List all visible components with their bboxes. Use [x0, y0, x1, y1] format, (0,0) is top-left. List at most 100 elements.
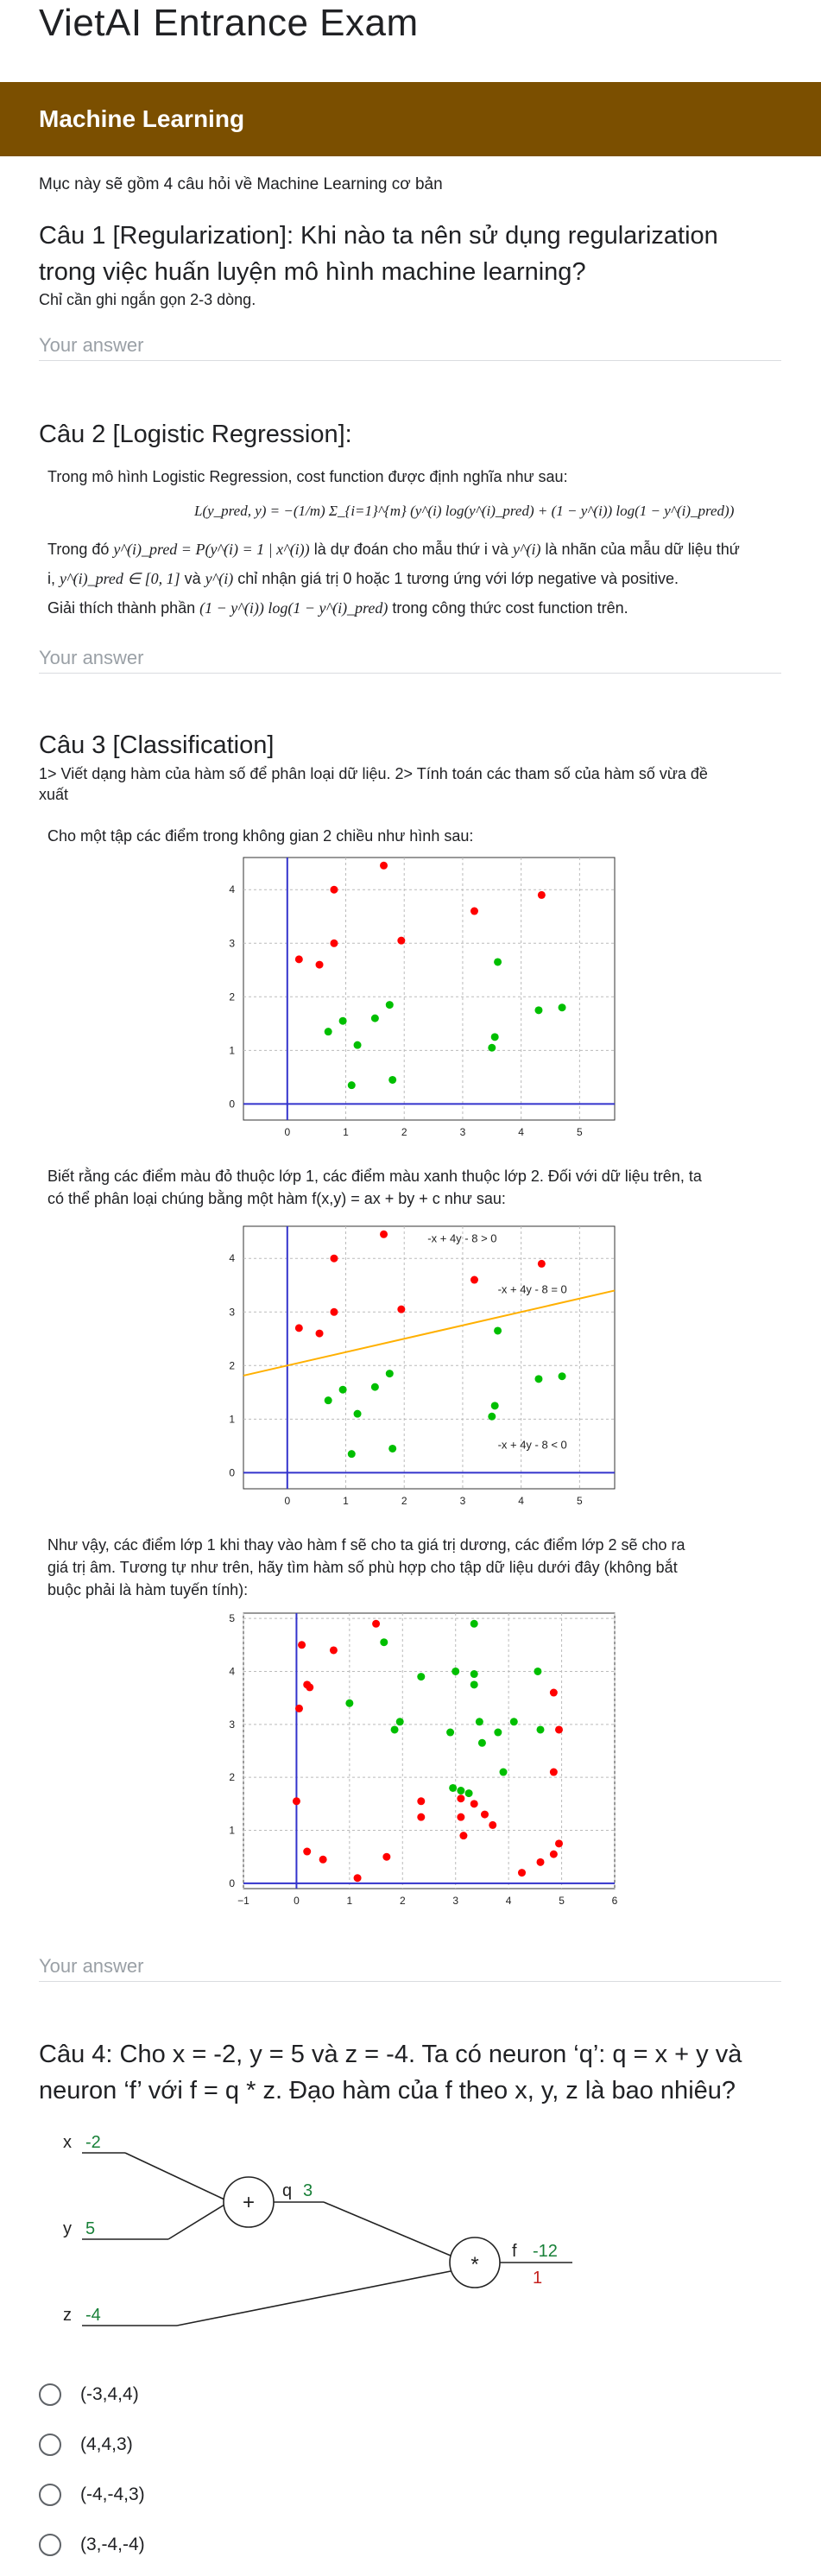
- q2-answer-input[interactable]: Your answer: [39, 647, 144, 668]
- y-tick-label: 2: [229, 991, 235, 1003]
- y-tick-label: 1: [229, 1825, 235, 1837]
- green-data-point: [388, 1075, 397, 1084]
- y-tick-label: 1: [229, 1413, 235, 1425]
- boundary-annotation: -x + 4y - 8 > 0: [427, 1232, 496, 1245]
- red-data-point: [292, 1797, 300, 1806]
- q2-definition-line1: Trong đó y^(i)_pred = P(y^(i) = 1 | x^(i…: [47, 537, 740, 561]
- red-data-point: [330, 1254, 338, 1263]
- q2-line2a: i,: [47, 570, 55, 587]
- z-value: -4: [85, 2306, 101, 2325]
- green-data-point: [490, 1033, 499, 1041]
- plot-frame: [243, 1612, 616, 1889]
- green-data-point: [558, 1003, 566, 1012]
- red-data-point: [294, 1324, 303, 1332]
- computational-graph: + q 3 * f -12 1 x -2 y 5 z -4: [63, 2133, 572, 2326]
- x-tick-label: 1: [347, 1895, 353, 1907]
- scatter-chart-2-with-boundary: 0 1 2 3 4 5 0 1 2 3 4 -x + 4y - 8 > 0 -x + 4y - 8 = …: [229, 1225, 616, 1507]
- green-data-point: [494, 1728, 502, 1737]
- y-tick-label: 0: [229, 1098, 235, 1110]
- q-to-mul-edge: [323, 2201, 452, 2256]
- red-data-point: [489, 1820, 497, 1829]
- green-data-point: [470, 1680, 478, 1689]
- red-data-point: [470, 1800, 478, 1808]
- green-data-point: [347, 1450, 356, 1459]
- green-data-point: [347, 1081, 356, 1090]
- green-data-point: [488, 1412, 496, 1421]
- y-tick-label: 5: [229, 1612, 235, 1624]
- q3-answer-input[interactable]: Your answer: [39, 1955, 144, 1977]
- y-label: y: [63, 2219, 72, 2238]
- x-tick-label: −1: [237, 1895, 249, 1907]
- red-data-point: [315, 960, 324, 969]
- radio-button[interactable]: [39, 2534, 61, 2556]
- q3-help-line1: 1> Viết dạng hàm của hàm số để phân loại…: [39, 765, 708, 782]
- red-data-point: [295, 1704, 303, 1712]
- q2-line2d: y^(i): [205, 570, 234, 587]
- y-tick-label: 4: [229, 883, 235, 896]
- x-tick-label: 0: [294, 1895, 300, 1907]
- green-data-point: [446, 1728, 455, 1737]
- red-data-point: [537, 890, 546, 899]
- green-data-point: [370, 1014, 379, 1022]
- green-data-point: [452, 1667, 460, 1675]
- boundary-annotation: -x + 4y - 8 = 0: [498, 1283, 567, 1296]
- red-data-point: [330, 939, 338, 947]
- red-data-point: [319, 1855, 327, 1864]
- q3-para3-line1: Như vậy, các điểm lớp 1 khi thay vào hàm…: [47, 1536, 685, 1554]
- q-value: 3: [303, 2181, 313, 2200]
- q2-cost-formula: L(y_pred, y) = −(1/m) Σ_{i=1}^{m} (y^(i)…: [194, 503, 735, 519]
- y-tick-label: 0: [229, 1466, 235, 1478]
- x-tick-label: 0: [284, 1126, 290, 1138]
- green-data-point: [494, 958, 502, 966]
- green-data-point: [324, 1028, 332, 1036]
- x-tick-label: 4: [518, 1495, 524, 1507]
- section-description: Mục này sẽ gồm 4 câu hỏi về Machine Lear…: [39, 175, 443, 193]
- plot-frame: [243, 1225, 616, 1490]
- q-label: q: [282, 2181, 292, 2200]
- q2-line1d: y^(i): [512, 541, 541, 558]
- x-tick-label: 4: [518, 1126, 524, 1138]
- f-value: -12: [533, 2242, 558, 2261]
- q3-para3-line2: giá trị âm. Tương tự như trên, hãy tìm h…: [47, 1559, 678, 1576]
- red-data-point: [457, 1794, 465, 1803]
- q1-answer-input[interactable]: Your answer: [39, 334, 144, 356]
- red-data-point: [294, 955, 303, 964]
- y-tick-label: 0: [229, 1877, 235, 1889]
- green-data-point: [470, 1670, 478, 1679]
- red-data-point: [353, 1874, 362, 1883]
- scatter-chart-1: 0 1 2 3 4 5 0 1 2 3 4: [229, 857, 616, 1138]
- green-data-point: [475, 1718, 483, 1726]
- option-label: (-4,-4,3): [80, 2484, 145, 2504]
- q2-answer-underline: [39, 673, 781, 674]
- red-data-point: [549, 1688, 558, 1697]
- q4-title-line2: neuron ‘f’ với f = q * z. Đạo hàm của f …: [39, 2077, 736, 2104]
- radio-button[interactable]: [39, 2383, 61, 2406]
- option-label: (4,4,3): [80, 2434, 133, 2454]
- z-to-mul-edge: [176, 2270, 452, 2326]
- green-data-point: [536, 1725, 545, 1734]
- red-data-point: [555, 1725, 563, 1734]
- red-data-point: [380, 1230, 388, 1238]
- form-title: VietAI Entrance Exam: [39, 2, 419, 44]
- red-data-point: [298, 1641, 306, 1649]
- red-data-point: [481, 1810, 489, 1819]
- q3-answer-underline: [39, 1981, 781, 1982]
- x-tick-label: 2: [400, 1895, 406, 1907]
- red-data-point: [380, 861, 388, 870]
- q1-title-line1: Câu 1 [Regularization]: Khi nào ta nên s…: [39, 222, 718, 250]
- green-data-point: [488, 1043, 496, 1052]
- y-to-add-edge: [167, 2204, 225, 2240]
- z-label: z: [63, 2306, 72, 2325]
- q1-answer-underline: [39, 360, 781, 361]
- multiply-gate-symbol: *: [470, 2253, 478, 2276]
- green-data-point: [534, 1667, 542, 1675]
- x-label: x: [63, 2133, 72, 2152]
- red-data-point: [459, 1832, 468, 1840]
- x-tick-label: 5: [577, 1495, 583, 1507]
- radio-button[interactable]: [39, 2434, 61, 2456]
- q3-para2-line2: có thể phân loại chúng bằng một hàm f(x,…: [47, 1190, 506, 1207]
- green-data-point: [470, 1619, 478, 1628]
- red-data-point: [518, 1869, 526, 1877]
- radio-button[interactable]: [39, 2484, 61, 2506]
- decision-boundary-line: [243, 1289, 616, 1377]
